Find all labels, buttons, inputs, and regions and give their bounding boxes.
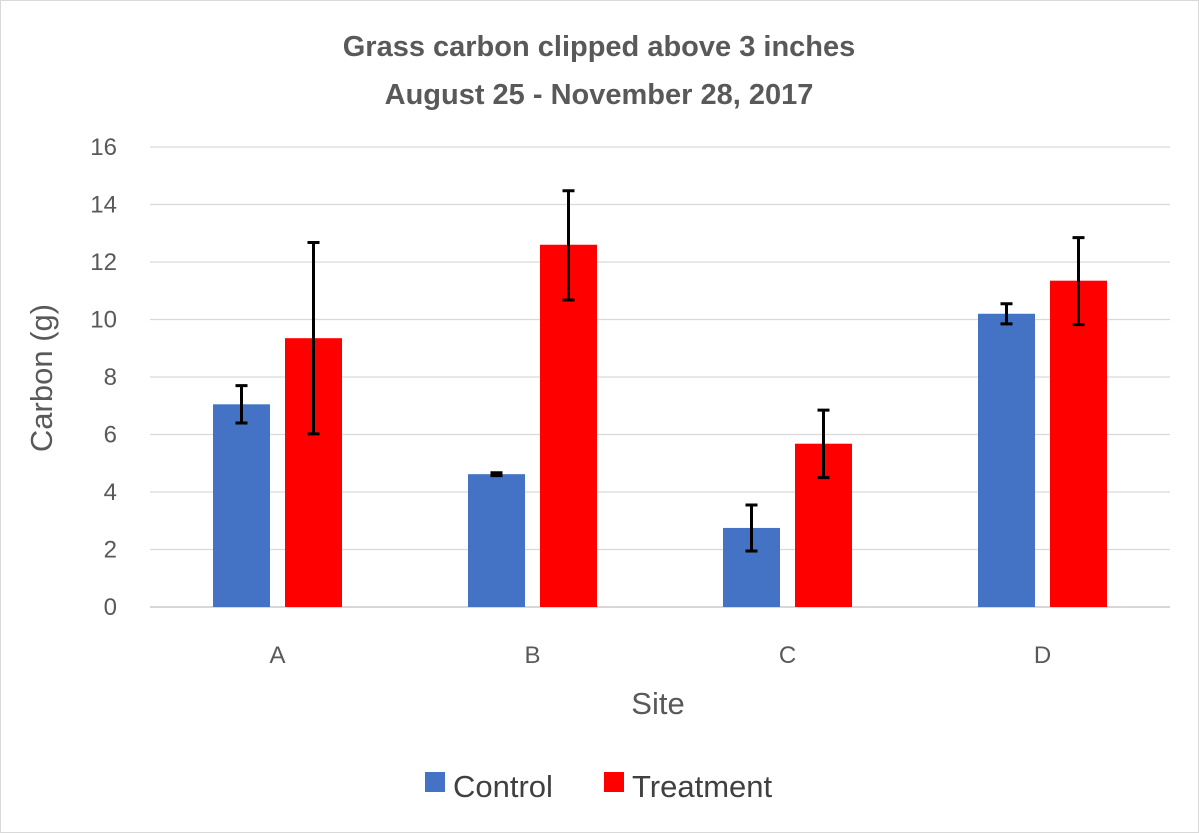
- bar-control-b: [468, 474, 525, 607]
- x-tick-label: B: [524, 642, 540, 669]
- y-tick-label: 14: [90, 192, 117, 219]
- y-tick-label: 8: [104, 364, 117, 391]
- chart-title-line-1: Grass carbon clipped above 3 inches: [343, 31, 856, 63]
- x-tick-label: C: [779, 642, 796, 669]
- y-tick-label: 2: [104, 537, 117, 564]
- chart-title: Grass carbon clipped above 3 inches Augu…: [343, 31, 856, 111]
- error-bar-treatment-d: [1072, 236, 1085, 327]
- error-bar-control-c: [745, 503, 758, 553]
- y-tick-label: 4: [104, 479, 117, 506]
- legend-label-control: Control: [453, 769, 553, 804]
- legend-label-treatment: Treatment: [632, 769, 773, 804]
- y-tick-label: 16: [90, 134, 117, 161]
- chart-title-line-2: August 25 - November 28, 2017: [385, 79, 814, 111]
- y-tick-label: 0: [104, 594, 117, 621]
- bar-treatment-b: [540, 244, 597, 607]
- x-axis-ticks: A B C D: [269, 642, 1051, 669]
- bar-control-a: [213, 404, 270, 607]
- x-axis-title: Site: [631, 686, 684, 721]
- legend-swatch-control: [425, 772, 445, 792]
- error-bar-treatment-b: [562, 189, 575, 302]
- error-bar-control-d: [1000, 302, 1013, 326]
- legend: Control Treatment: [425, 769, 773, 804]
- y-tick-label: 6: [104, 422, 117, 449]
- y-tick-label: 10: [90, 307, 117, 334]
- y-axis-ticks: 0 2 4 6 8 10 12 14 16: [90, 134, 117, 621]
- error-bars: [235, 189, 1085, 553]
- legend-swatch-treatment: [604, 772, 624, 792]
- bar-control-d: [978, 313, 1035, 607]
- y-tick-label: 12: [90, 249, 117, 276]
- x-tick-label: A: [269, 642, 285, 669]
- bars: [213, 244, 1107, 607]
- error-bar-control-b: [490, 471, 503, 478]
- error-bar-treatment-c: [817, 408, 830, 480]
- error-bar-control-a: [235, 384, 248, 425]
- error-bar-treatment-a: [307, 240, 320, 436]
- bar-treatment-d: [1050, 280, 1107, 607]
- x-tick-label: D: [1034, 642, 1051, 669]
- y-axis-title: Carbon (g): [24, 304, 59, 452]
